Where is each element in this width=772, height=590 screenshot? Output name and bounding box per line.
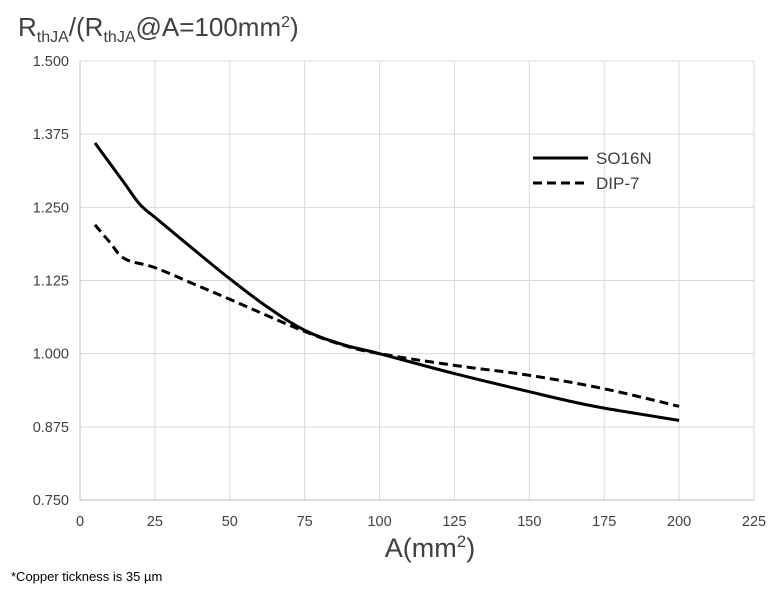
x-tick-label: 200: [667, 514, 691, 530]
y-tick-label: 0.875: [33, 420, 69, 436]
x-tick-label: 75: [297, 514, 313, 530]
y-tick-label: 0.750: [33, 493, 69, 509]
chart-svg: 0.750 0.875 1.000 1.125 1.250 1.375 1.500 0 25 5…: [18, 12, 767, 563]
x-tick-label: 175: [592, 514, 616, 530]
x-tick-label: 0: [76, 514, 84, 530]
x-tick-labels: 0 25 50 75 100 125 150 175 200 225: [76, 514, 766, 530]
x-tick-label: 150: [517, 514, 541, 530]
y-tick-label: 1.500: [33, 54, 69, 70]
legend: SO16N DIP-7: [533, 149, 652, 193]
legend-label-so16n: SO16N: [596, 149, 652, 168]
legend-label-dip7: DIP-7: [596, 174, 639, 193]
x-tick-label: 25: [147, 514, 163, 530]
x-tick-label: 100: [367, 514, 391, 530]
series-line-dip7: [93, 223, 680, 408]
y-axis-title: RthJA/(RthJA@A=100mm2): [18, 12, 299, 46]
axes: [79, 61, 754, 501]
x-tick-label: 125: [442, 514, 466, 530]
y-tick-label: 1.250: [33, 200, 69, 216]
x-tick-label: 50: [222, 514, 238, 530]
footnote: *Copper tickness is 35 µm: [11, 569, 163, 584]
grid: [80, 60, 755, 500]
y-tick-labels: 0.750 0.875 1.000 1.125 1.250 1.375 1.500: [33, 54, 69, 509]
y-tick-label: 1.125: [33, 274, 69, 290]
series-line-so16n: [93, 142, 680, 422]
x-tick-label: 225: [742, 514, 766, 530]
series: [93, 142, 680, 422]
x-axis-title: A(mm2): [385, 532, 475, 563]
y-tick-label: 1.000: [33, 347, 69, 363]
y-tick-label: 1.375: [33, 127, 69, 143]
